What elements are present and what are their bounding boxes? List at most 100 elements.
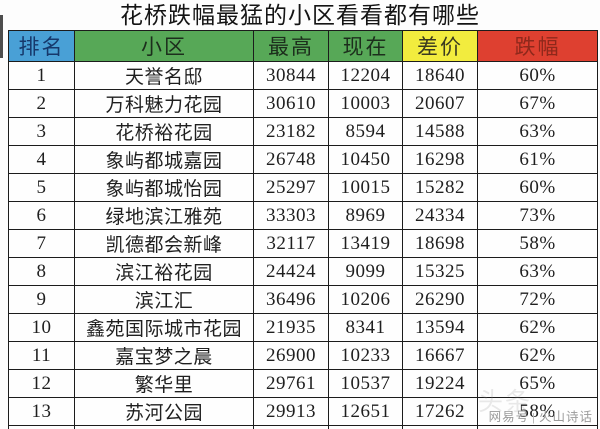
cell-now: 8969: [328, 201, 403, 230]
cell-rank: 12: [8, 369, 75, 398]
cell-high: 30844: [253, 61, 329, 90]
watermark: 网易号 | 火山诗话: [489, 406, 593, 425]
cell-high: 24424: [253, 257, 329, 286]
table-row: 1 天誉名邸 30844 12204 18640 60%: [8, 61, 598, 90]
cell-name: 鑫苑国际城市花园: [74, 313, 254, 342]
cell-diff: 16935: [402, 425, 478, 429]
cell-diff: 16298: [402, 145, 478, 174]
page-title: 花桥跌幅最猛的小区看看都有哪些: [120, 3, 480, 28]
table-row: 12 繁华里 29761 10537 19224 65%: [8, 369, 598, 398]
cell-rank: 3: [8, 117, 75, 146]
cell-diff: 16667: [402, 341, 478, 370]
cell-name: 花桥裕花园: [74, 117, 254, 146]
cell-drop: 58%: [477, 397, 598, 426]
cell-now: 10003: [328, 89, 403, 118]
cell-now: 10450: [328, 145, 403, 174]
cell-now: 8594: [328, 117, 403, 146]
table-row: 5 象屿都城怡园 25297 10015 15282 60%: [8, 173, 598, 202]
column-header-diff: 差价: [402, 30, 478, 62]
left-edge-artifact: [0, 15, 3, 58]
table-row: 8 滨江裕花园 24424 9099 15325 63%: [8, 257, 598, 286]
cell-rank: 10: [8, 313, 75, 342]
cell-name: 天誉名邸: [74, 61, 254, 90]
cell-rank: 6: [8, 201, 75, 230]
cell-name: 嘉宝梦之晨: [74, 341, 254, 370]
column-header-drop: 跌幅: [477, 30, 598, 62]
table-row: 10 鑫苑国际城市花园 21935 8341 13594 62%: [8, 313, 598, 342]
header-row: 排名 小区 最高 现在 差价 跌幅: [8, 30, 598, 62]
cell-drop: 61%: [477, 145, 598, 174]
cell-now: 12651: [328, 397, 403, 426]
cell-rank: 7: [8, 229, 75, 258]
cell-diff: 18640: [402, 61, 478, 90]
cell-diff: 15325: [402, 257, 478, 286]
cell-high: 25685: [253, 425, 329, 429]
table-row: 7 凯德都会新峰 32117 13419 18698 58%: [8, 229, 598, 258]
cell-high: 32117: [253, 229, 329, 258]
cell-rank: 13: [8, 397, 75, 426]
watermark-name: 火山诗话: [538, 410, 593, 424]
cell-name: 绿地滨江雅苑: [74, 201, 254, 230]
cell-diff: 14588: [402, 117, 478, 146]
cell-drop: 73%: [477, 201, 598, 230]
cell-name: 滨江裕花园: [74, 257, 254, 286]
cell-drop: 65%: [477, 369, 598, 398]
price-drop-table: 排名 小区 最高 现在 差价 跌幅 1 天誉名邸 30844 12204 18640 60% 2 万科魅…: [8, 30, 598, 429]
column-header-name: 小区: [74, 30, 254, 62]
cell-rank: 9: [8, 285, 75, 314]
cell-rank: 11: [8, 341, 75, 370]
cell-diff: 18698: [402, 229, 478, 258]
cell-high: 36496: [253, 285, 329, 314]
cell-rank: 1: [8, 61, 75, 90]
watermark-source: 网易号: [488, 410, 530, 424]
cell-rank: 14: [8, 425, 75, 429]
cell-now: 10206: [328, 285, 403, 314]
cell-drop: 72%: [477, 285, 598, 314]
cell-rank: 8: [8, 257, 75, 286]
cell-diff: 24334: [402, 201, 478, 230]
cell-diff: 19224: [402, 369, 478, 398]
cell-name: 万科魅力花园: [74, 89, 254, 118]
table-row: 3 花桥裕花园 23182 8594 14588 63%: [8, 117, 598, 146]
table-row: 11 嘉宝梦之晨 26900 10233 16667 62%: [8, 341, 598, 370]
table-row: 4 象屿都城嘉园 26748 10450 16298 61%: [8, 145, 598, 174]
cell-drop: 60%: [477, 61, 598, 90]
cell-now: 10233: [328, 341, 403, 370]
cell-rank: 2: [8, 89, 75, 118]
watermark-separator: |: [532, 412, 536, 424]
table-row: 14绿地启航社25685875016935: [8, 425, 598, 429]
table-row: 9 滨江汇 36496 10206 26290 72%: [8, 285, 598, 314]
cell-name: 绿地启航社: [74, 425, 254, 429]
cell-high: 33303: [253, 201, 329, 230]
cell-now: 8750: [328, 425, 403, 429]
cell-drop: 62%: [477, 313, 598, 342]
table-row: 6 绿地滨江雅苑 33303 8969 24334 73%: [8, 201, 598, 230]
cell-high: 21935: [253, 313, 329, 342]
column-header-high: 最高: [253, 30, 329, 62]
cell-name: 繁华里: [74, 369, 254, 398]
cell-high: 26900: [253, 341, 329, 370]
table-row: 2 万科魅力花园 30610 10003 20607 67%: [8, 89, 598, 118]
cell-diff: 20607: [402, 89, 478, 118]
cell-drop: 63%: [477, 257, 598, 286]
cell-now: 9099: [328, 257, 403, 286]
cell-now: 13419: [328, 229, 403, 258]
cell-drop: 62%: [477, 341, 598, 370]
cell-high: 29761: [253, 369, 329, 398]
cell-now: 12204: [328, 61, 403, 90]
cell-drop: 60%: [477, 173, 598, 202]
table-row: 13 苏河公园 29913 12651 17262 58%: [8, 397, 598, 426]
cell-diff: 17262: [402, 397, 478, 426]
cell-high: 29913: [253, 397, 329, 426]
table-body: 1 天誉名邸 30844 12204 18640 60% 2 万科魅力花园 30610 10003…: [8, 61, 598, 429]
cell-high: 26748: [253, 145, 329, 174]
cell-drop: 67%: [477, 89, 598, 118]
cell-diff: 15282: [402, 173, 478, 202]
column-header-now: 现在: [328, 30, 403, 62]
cell-rank: 4: [8, 145, 75, 174]
cell-drop: [477, 425, 598, 429]
cell-high: 23182: [253, 117, 329, 146]
cell-drop: 63%: [477, 117, 598, 146]
cell-drop: 58%: [477, 229, 598, 258]
